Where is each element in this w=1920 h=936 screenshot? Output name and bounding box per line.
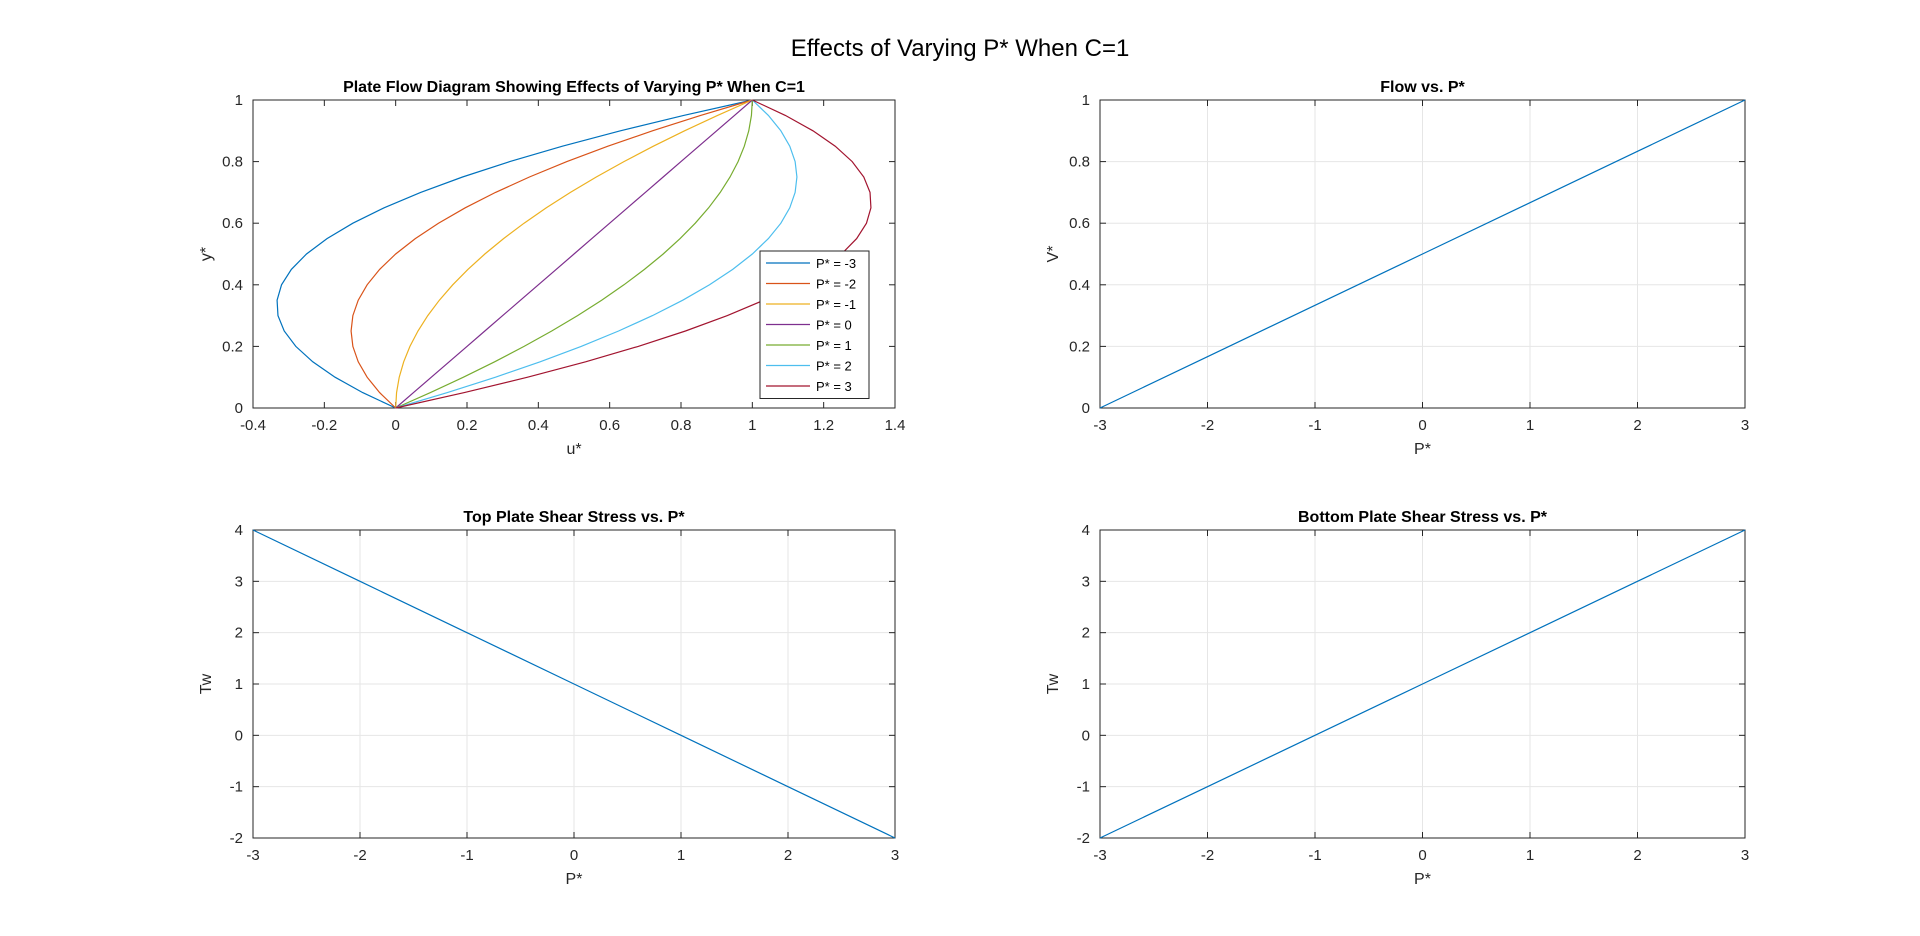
- y-axis-label: y*: [198, 247, 215, 261]
- series-line-1: [276, 99, 753, 409]
- x-tick-label: -3: [1093, 417, 1106, 434]
- y-tick-label: 0.6: [1069, 215, 1090, 232]
- subplot-title: Plate Flow Diagram Showing Effects of Va…: [343, 79, 805, 96]
- x-tick-label: -2: [1201, 417, 1214, 434]
- y-tick-label: 4: [235, 522, 243, 539]
- x-tick-label: 0.4: [528, 417, 549, 434]
- series-line: [1099, 99, 1746, 409]
- legend-entry: P* = 3: [816, 379, 852, 394]
- subplot-2: -3 -2 -1 0 1 2 3 0 0.2 0.4 0.6 0.8 1 Flow vs. P* P* V*: [1045, 79, 1749, 458]
- y-tick-label: 2: [1082, 625, 1090, 642]
- legend-entry: P* = -2: [816, 277, 856, 292]
- y-tick-label: 2: [235, 625, 243, 642]
- y-axis-label: Tw: [198, 673, 215, 694]
- series-line-6: [395, 99, 798, 409]
- series-line: [1099, 529, 1746, 839]
- legend-entry: P* = 2: [816, 359, 852, 374]
- y-tick-label: 0.6: [222, 215, 243, 232]
- x-tick-label: -0.4: [240, 417, 266, 434]
- subplot-title: Flow vs. P*: [1380, 79, 1465, 96]
- x-tick-label: -3: [246, 847, 259, 864]
- x-tick-label: -1: [1308, 847, 1321, 864]
- y-tick-label: 0: [1082, 727, 1090, 744]
- series-line-2: [350, 99, 753, 409]
- x-tick-label: 0: [570, 847, 578, 864]
- subplot-title: Top Plate Shear Stress vs. P*: [463, 509, 685, 526]
- series-line: [252, 529, 896, 839]
- x-tick-label: -0.2: [311, 417, 337, 434]
- x-tick-label: -2: [1201, 847, 1214, 864]
- y-tick-label: 0.8: [1069, 154, 1090, 171]
- x-tick-label: 2: [1633, 847, 1641, 864]
- y-axis-label: Tw: [1045, 673, 1062, 694]
- x-tick-label: -3: [1093, 847, 1106, 864]
- x-tick-label: 0.8: [671, 417, 692, 434]
- subplot-1: -0.4 -0.2 0 0.2 0.4 0.6 0.8 1 1.2 1.4 0 0.2 0.4 0.6 0.…: [198, 79, 905, 458]
- y-tick-label: 3: [1082, 573, 1090, 590]
- y-tick-label: 0.4: [1069, 277, 1090, 294]
- x-axis-label: P*: [566, 871, 583, 888]
- y-tick-label: 3: [235, 573, 243, 590]
- series-line-5: [395, 99, 753, 409]
- x-tick-label: 3: [891, 847, 899, 864]
- y-tick-label: 0.2: [1069, 338, 1090, 355]
- y-axis-label: V*: [1045, 246, 1062, 263]
- legend-entry: P* = 1: [816, 338, 852, 353]
- x-tick-label: -1: [460, 847, 473, 864]
- x-tick-label: 3: [1741, 417, 1749, 434]
- y-tick-label: 4: [1082, 522, 1090, 539]
- x-tick-label: 0: [391, 417, 399, 434]
- axes-layer: -0.4 -0.2 0 0.2 0.4 0.6 0.8 1 1.2 1.4 0 0.2 0.4 0.6 0.…: [198, 79, 1749, 888]
- x-tick-label: 1.4: [885, 417, 906, 434]
- x-tick-label: -1: [1308, 417, 1321, 434]
- x-tick-label: 0.6: [599, 417, 620, 434]
- y-tick-label: 1: [235, 676, 243, 693]
- x-axis-label: P*: [1414, 871, 1431, 888]
- y-tick-label: 0: [235, 400, 243, 417]
- x-tick-label: 1: [1526, 847, 1534, 864]
- y-tick-label: 0.8: [222, 154, 243, 171]
- series-line-4: [395, 99, 753, 409]
- y-tick-label: 1: [235, 92, 243, 109]
- x-tick-label: 1: [1526, 417, 1534, 434]
- x-axis-label: u*: [566, 441, 581, 458]
- subplot-title: Bottom Plate Shear Stress vs. P*: [1298, 509, 1548, 526]
- x-tick-label: 0: [1418, 417, 1426, 434]
- x-tick-label: 1: [748, 417, 756, 434]
- y-tick-label: 0.4: [222, 277, 243, 294]
- legend: P* = -3 P* = -2 P* = -1 P* = 0 P* = 1 P* = 2 P…: [759, 250, 870, 399]
- x-tick-label: 2: [784, 847, 792, 864]
- x-tick-label: 1: [677, 847, 685, 864]
- x-tick-label: 1.2: [813, 417, 834, 434]
- y-tick-label: 0: [235, 727, 243, 744]
- y-tick-label: 1: [1082, 676, 1090, 693]
- legend-entry: P* = -3: [816, 256, 856, 271]
- y-tick-label: 0.2: [222, 338, 243, 355]
- legend-entry: P* = 0: [816, 318, 852, 333]
- x-tick-label: 3: [1741, 847, 1749, 864]
- y-tick-label: -2: [230, 830, 243, 847]
- plot-area-frame: [252, 99, 896, 409]
- x-tick-label: 0: [1418, 847, 1426, 864]
- figure-title: Effects of Varying P* When C=1: [791, 35, 1130, 62]
- x-tick-label: -2: [353, 847, 366, 864]
- y-tick-label: 1: [1082, 92, 1090, 109]
- legend-entry: P* = -1: [816, 297, 856, 312]
- y-tick-label: 0: [1082, 400, 1090, 417]
- x-tick-label: 0.2: [457, 417, 478, 434]
- x-axis-label: P*: [1414, 441, 1431, 458]
- y-tick-label: -2: [1077, 830, 1090, 847]
- x-tick-label: 2: [1633, 417, 1641, 434]
- y-tick-label: -1: [1077, 779, 1090, 796]
- series-line-3: [395, 99, 753, 409]
- y-tick-label: -1: [230, 779, 243, 796]
